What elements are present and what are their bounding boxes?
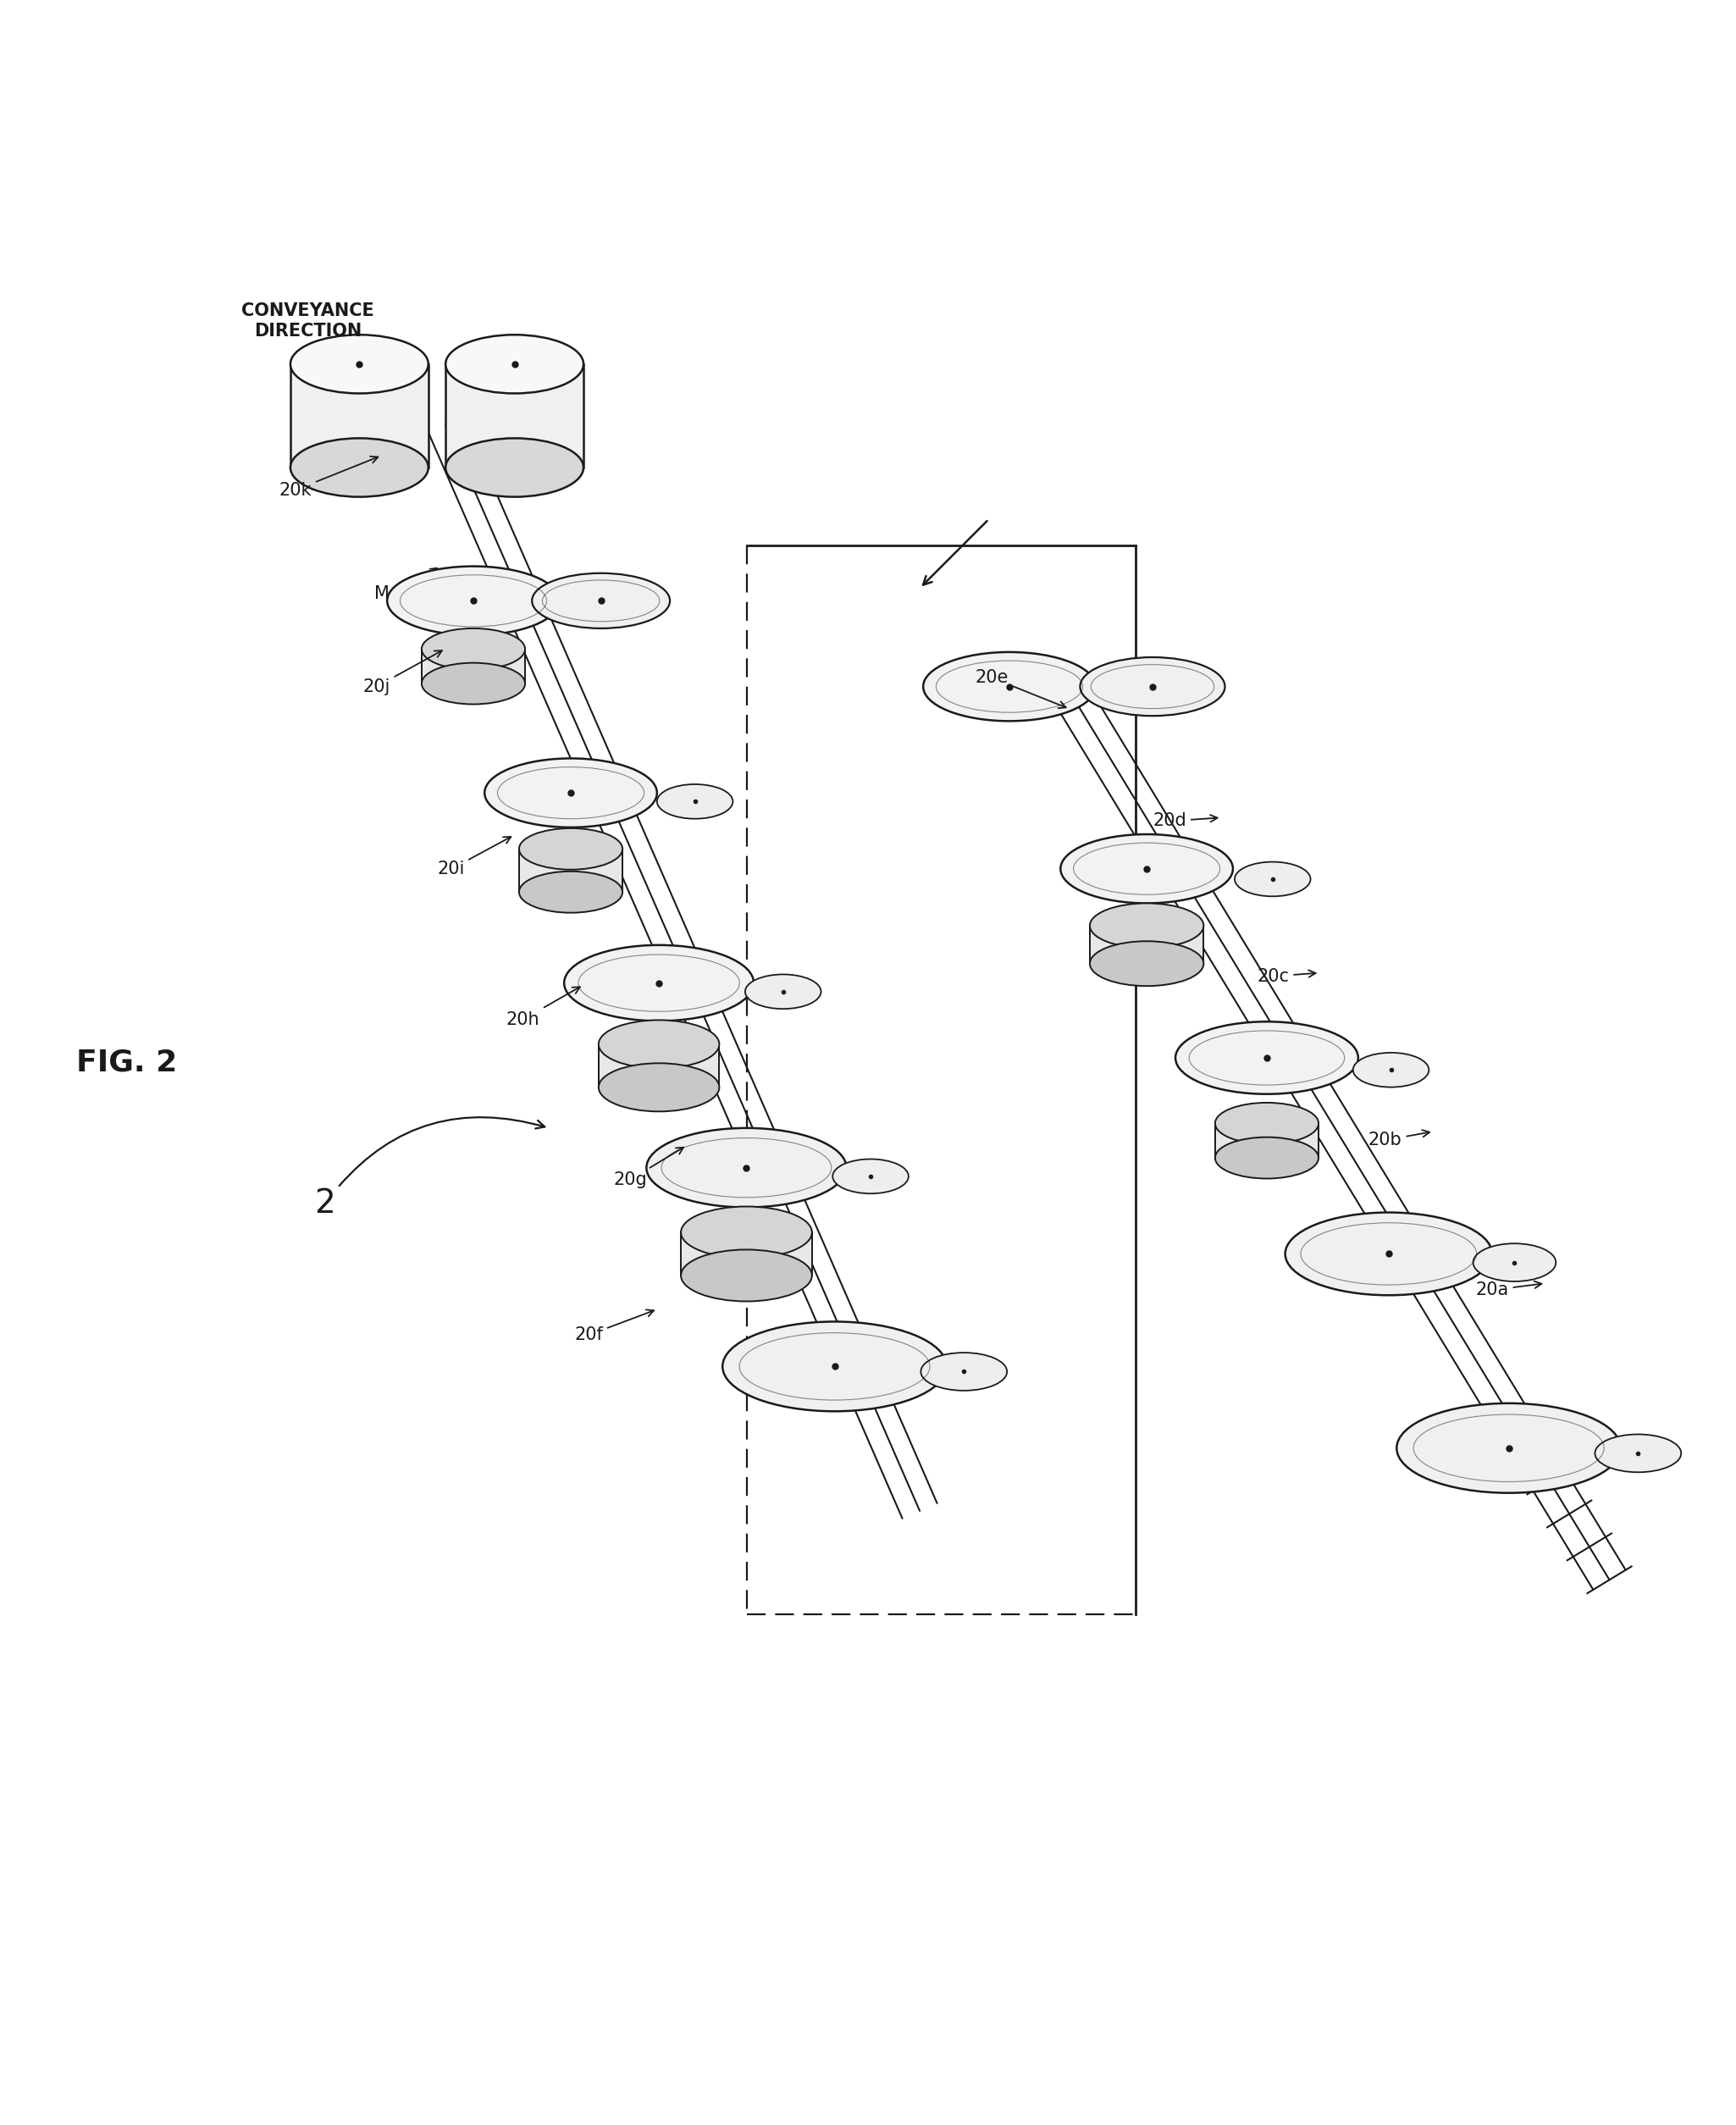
Polygon shape bbox=[290, 363, 429, 468]
Polygon shape bbox=[599, 1043, 719, 1088]
Ellipse shape bbox=[1215, 1137, 1319, 1179]
Ellipse shape bbox=[681, 1207, 812, 1258]
Text: M: M bbox=[375, 584, 389, 601]
Text: FIG. 2: FIG. 2 bbox=[76, 1048, 177, 1077]
Ellipse shape bbox=[646, 1128, 847, 1207]
Polygon shape bbox=[422, 648, 524, 684]
Text: 20e: 20e bbox=[976, 669, 1066, 708]
Ellipse shape bbox=[599, 1020, 719, 1069]
Ellipse shape bbox=[1234, 863, 1311, 897]
Ellipse shape bbox=[387, 565, 559, 635]
Text: 20f: 20f bbox=[575, 1309, 654, 1343]
Text: 2: 2 bbox=[314, 1118, 545, 1220]
Ellipse shape bbox=[446, 336, 583, 393]
Ellipse shape bbox=[1595, 1434, 1680, 1473]
Text: CONVEYANCE
DIRECTION: CONVEYANCE DIRECTION bbox=[241, 302, 373, 340]
Ellipse shape bbox=[745, 975, 821, 1009]
Text: 20d: 20d bbox=[1153, 812, 1217, 829]
Ellipse shape bbox=[1215, 1103, 1319, 1143]
Ellipse shape bbox=[656, 784, 733, 818]
Ellipse shape bbox=[833, 1158, 908, 1194]
Text: 20b: 20b bbox=[1368, 1130, 1429, 1150]
Ellipse shape bbox=[564, 946, 753, 1020]
Ellipse shape bbox=[1352, 1052, 1429, 1088]
Polygon shape bbox=[519, 848, 623, 892]
Ellipse shape bbox=[1061, 835, 1233, 903]
Text: 20c: 20c bbox=[1257, 967, 1316, 984]
Text: 20g: 20g bbox=[613, 1148, 684, 1188]
Ellipse shape bbox=[1474, 1243, 1555, 1281]
Ellipse shape bbox=[1080, 657, 1226, 716]
Polygon shape bbox=[681, 1232, 812, 1275]
Text: 20i: 20i bbox=[437, 837, 510, 878]
Ellipse shape bbox=[1397, 1402, 1621, 1494]
Ellipse shape bbox=[722, 1322, 946, 1411]
Text: 20j: 20j bbox=[363, 650, 443, 695]
Ellipse shape bbox=[446, 438, 583, 497]
Ellipse shape bbox=[484, 759, 656, 827]
Text: 20k: 20k bbox=[279, 457, 378, 499]
Ellipse shape bbox=[681, 1250, 812, 1300]
Ellipse shape bbox=[531, 574, 670, 629]
Ellipse shape bbox=[924, 652, 1095, 720]
Ellipse shape bbox=[1285, 1213, 1491, 1296]
Ellipse shape bbox=[1090, 903, 1203, 948]
Ellipse shape bbox=[599, 1062, 719, 1111]
Ellipse shape bbox=[290, 438, 429, 497]
Polygon shape bbox=[1215, 1124, 1319, 1158]
Polygon shape bbox=[1090, 926, 1203, 963]
Ellipse shape bbox=[422, 663, 524, 703]
Ellipse shape bbox=[1175, 1022, 1358, 1094]
Text: 20a: 20a bbox=[1476, 1281, 1542, 1298]
Ellipse shape bbox=[290, 336, 429, 393]
Ellipse shape bbox=[1090, 941, 1203, 986]
Polygon shape bbox=[446, 363, 583, 468]
Ellipse shape bbox=[920, 1354, 1007, 1390]
Text: 20h: 20h bbox=[507, 986, 580, 1028]
Ellipse shape bbox=[519, 871, 623, 914]
Ellipse shape bbox=[519, 829, 623, 869]
Ellipse shape bbox=[422, 629, 524, 669]
